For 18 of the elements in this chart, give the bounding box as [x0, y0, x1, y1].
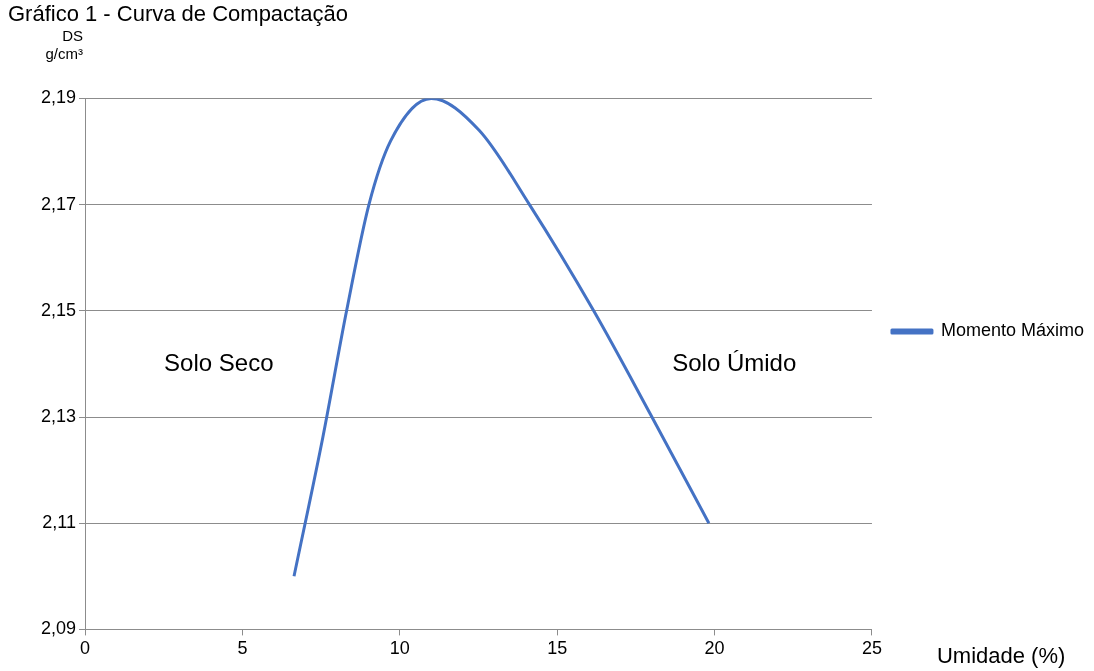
x-tick-label: 15	[547, 638, 568, 659]
y-tick-label: 2,15	[40, 299, 76, 320]
x-tick-label: 0	[79, 638, 91, 659]
x-tick-label: 25	[861, 638, 882, 659]
y-axis-title: DS g/cm³	[45, 26, 83, 62]
x-tick-label: 10	[389, 638, 410, 659]
annotation: Solo Úmido	[672, 348, 797, 376]
y-tick-label: 2,13	[40, 405, 76, 426]
y-tick-label: 2,11	[42, 512, 76, 533]
y-tick-label: 2,19	[40, 87, 76, 108]
annotation: Solo Seco	[164, 348, 274, 376]
x-tick-label: 5	[237, 638, 248, 659]
x-tick-label: 20	[704, 638, 725, 659]
y-tick-label: 2,09	[40, 618, 76, 639]
x-axis-title: Umidade (%)	[936, 643, 1066, 669]
legend-label: Momento Máximo	[940, 320, 1084, 341]
chart-title: Gráfico 1 - Curva de Compactação	[8, 1, 348, 27]
y-tick-label: 2,17	[40, 193, 76, 214]
